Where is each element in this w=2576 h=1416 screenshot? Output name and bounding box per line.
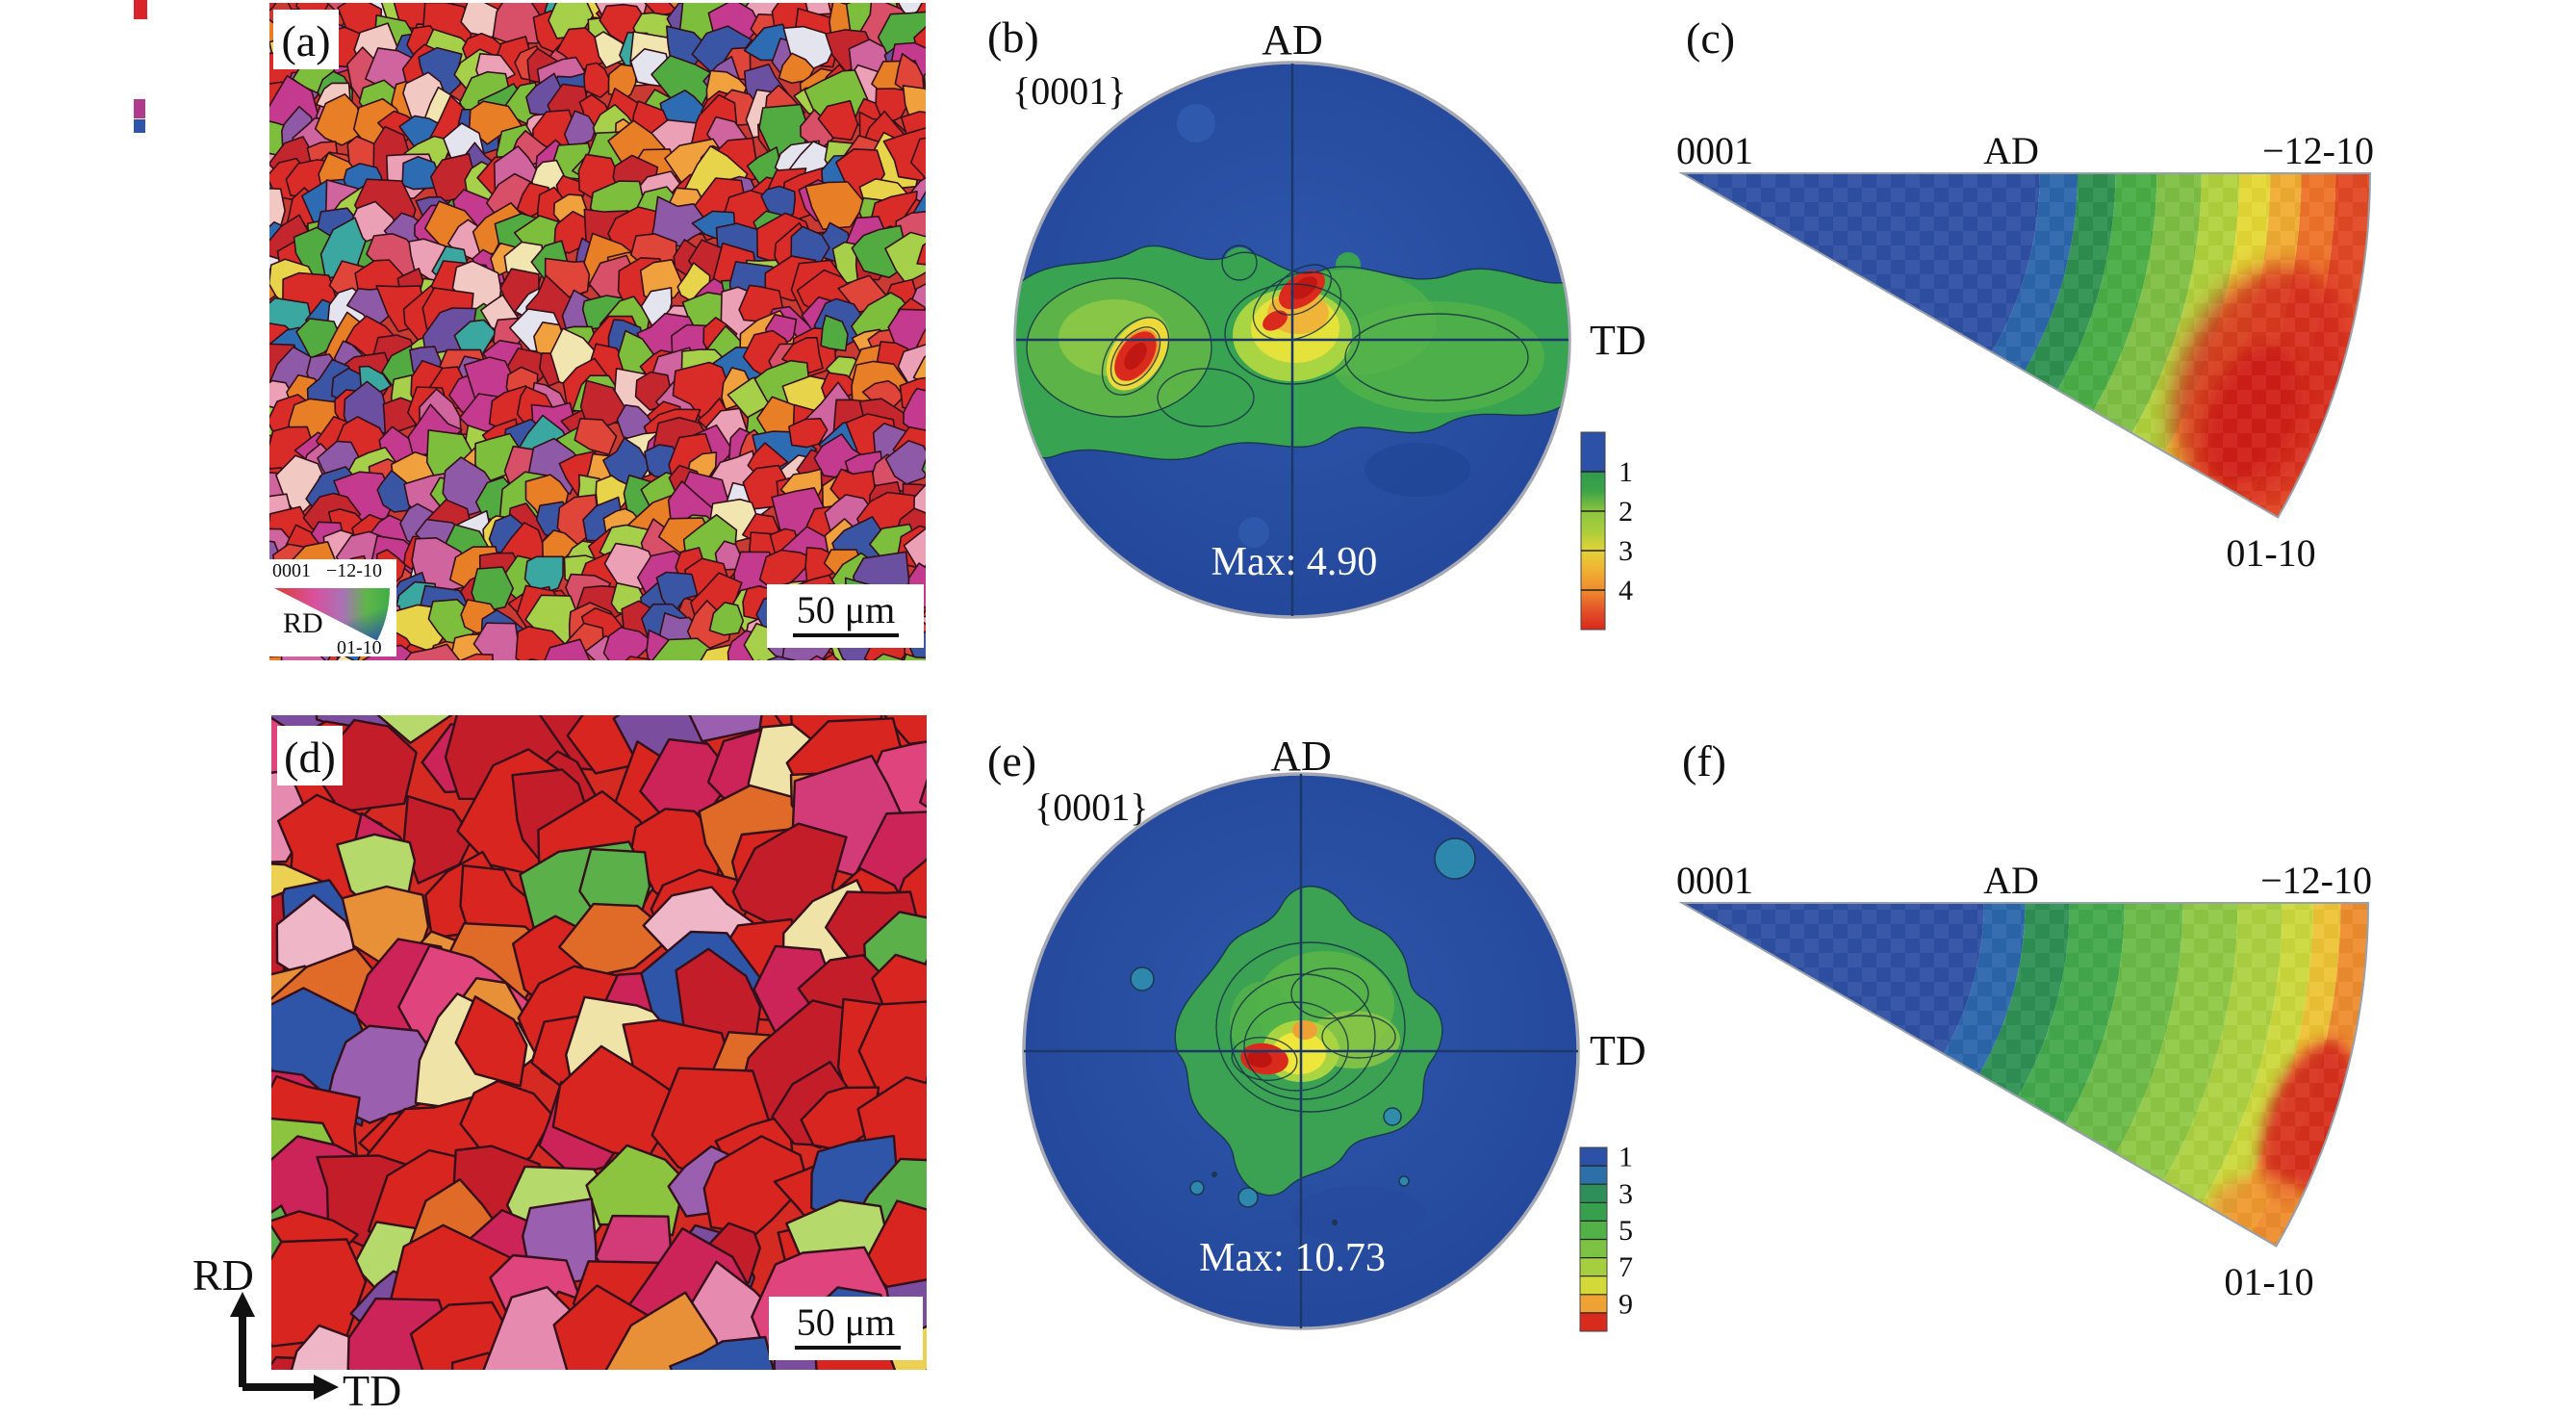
panel-b-ad-label: AD [1262,16,1323,64]
panel-d-label: (d) [284,733,336,782]
axes-legend: RD TD [192,1250,401,1415]
ebsd-grain-map-d [271,715,927,1370]
key-label--12-10: −12-10 [326,560,382,581]
panel-a-label: (a) [281,16,330,65]
panel-a: (a) 50 μm 0001 −12-10 RD 01-10 [134,0,926,660]
colorbar-bar [1580,431,1606,631]
colorbar-tick-label: 4 [1619,575,1633,606]
key-label-0001: 0001 [272,560,311,581]
panel-c-01-10: 01-10 [2226,531,2315,575]
scalebar-a-text: 50 μm [797,588,896,631]
panel-e-td-label: TD [1590,1027,1646,1074]
colorbar-segment [1580,1147,1607,1167]
ipf-wedge-f-outline [1678,902,2370,1248]
colorbar-segment [1580,1312,1607,1332]
scalebar-a: 50 μm [767,584,924,648]
panel-b-max: Max: 4.90 [1211,540,1378,584]
panel-d: (d) 50 μm RD TD [192,715,927,1415]
axes-td-label: TD [343,1366,401,1415]
pole-e-satellite-spots [1130,837,1476,1208]
panel-e-label: (e) [987,736,1036,785]
colorbar-b: 1 2 3 4 [1580,431,1633,631]
pole-figure-b-content [1016,64,1569,616]
ipf-key-wedge-blue [274,588,390,641]
panel-e-max: Max: 10.73 [1199,1236,1386,1280]
panel-f-label: (f) [1682,736,1726,785]
axes-rd-label: RD [192,1250,254,1300]
edge-artifact [134,0,147,133]
scalebar-d: 50 μm [769,1297,923,1360]
colorbar-e: 1 3 5 7 9 [1579,1142,1633,1332]
panel-f-01-10: 01-10 [2224,1260,2313,1303]
panel-f-0001: 0001 [1676,859,1753,902]
colorbar-tick-label: 2 [1619,496,1633,528]
ipf-wedge-f-overlays [1682,903,2368,1247]
panel-c-label: (c) [1686,13,1735,63]
colorbar-segment [1580,1294,1607,1314]
colorbar-tick-label: 5 [1619,1215,1633,1247]
scalebar-d-text: 50 μm [797,1300,896,1344]
panel-c: (c) 0001 AD −12-10 01-10 [1676,13,2374,575]
colorbar-segment [1580,1239,1607,1259]
pole-b-contours [1016,245,1569,461]
panel-c-ad: AD [1983,129,2039,172]
colorbar-segment [1580,1275,1607,1296]
td-arrow-head-icon [314,1375,339,1400]
colorbar-tick-label: 3 [1619,1178,1633,1210]
panel-d-label-box [277,726,343,785]
panel-a-label-box [273,10,339,69]
pole-e-contours [1174,886,1443,1197]
colorbar-tick-label: 1 [1619,456,1633,488]
colorbar-tick-label: 1 [1619,1142,1633,1173]
panel-e: (e) {0001} AD [987,733,1646,1332]
colorbar-segment [1580,1166,1607,1185]
panel-f--12-10: −12-10 [2260,859,2372,902]
pole-figure-e-content [1024,774,1578,1328]
colorbar-segment [1580,1184,1607,1203]
key-label-rd: RD [283,607,323,639]
panel-c--12-10: −12-10 [2262,129,2374,172]
colorbar-segment [1580,1257,1607,1277]
ipf-wedge-c-overlays [1682,173,2370,518]
colorbar-tick-label: 3 [1619,535,1633,567]
colorbar-segment [1580,1221,1607,1240]
panel-c-0001: 0001 [1676,129,1753,172]
panel-b-label: (b) [987,13,1039,62]
panel-e-family: {0001} [1034,785,1148,829]
colorbar-tick-label: 7 [1619,1251,1633,1283]
ipf-color-key: 0001 −12-10 RD 01-10 [269,559,396,658]
colorbar-segment [1580,1202,1607,1222]
panel-f: (f) 0001 AD −12-10 01-10 [1676,736,2372,1303]
panel-b: (b) {0001} AD [987,13,1646,631]
panel-b-td-label: TD [1590,317,1646,364]
panel-e-ad-label: AD [1270,733,1332,780]
colorbar-tick-label: 9 [1619,1288,1633,1320]
panel-f-ad: AD [1983,859,2039,902]
key-label-01-10: 01-10 [337,637,382,658]
panel-b-family: {0001} [1012,69,1126,113]
ipf-wedge-c-outline [1678,172,2372,519]
rd-arrow-head-icon [230,1292,255,1317]
colorbar-outline [1579,1146,1608,1332]
